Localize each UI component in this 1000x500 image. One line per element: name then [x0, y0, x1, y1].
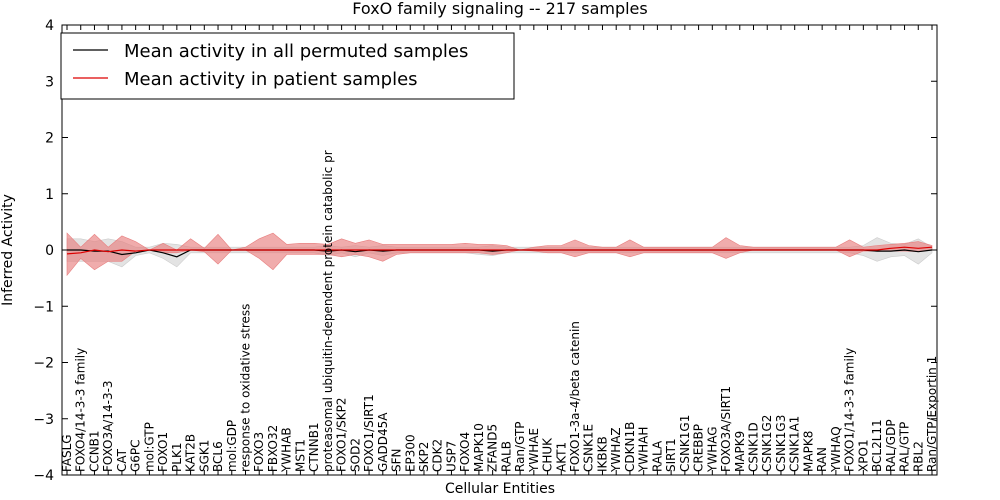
- x-tick-label: RBL2: [911, 441, 925, 472]
- x-tick-label: CSNK1E: [582, 424, 596, 472]
- y-tick-label: 2: [45, 131, 54, 147]
- x-tick-label: mol:GTP: [142, 422, 156, 472]
- x-tick-label: YWHAQ: [829, 426, 843, 473]
- y-tick-label: −3: [33, 412, 54, 428]
- x-tick-label: SOD2: [348, 438, 362, 472]
- x-tick-label: BCL2L11: [870, 419, 884, 472]
- x-tick-label: IKBKB: [596, 436, 610, 472]
- y-axis-label: Inferred Activity: [0, 194, 16, 306]
- legend-box: [60, 32, 515, 100]
- x-tick-label: FBXO32: [266, 425, 280, 472]
- x-tick-label: FOXO4/14-3-3 family: [74, 348, 88, 472]
- y-tick-label: −1: [33, 299, 54, 315]
- x-tick-label: CSNK1D: [747, 422, 761, 472]
- x-tick-label: RALB: [499, 441, 513, 472]
- activity-lines: [66, 246, 933, 258]
- legend-label-permuted: Mean activity in all permuted samples: [124, 41, 468, 62]
- x-tick-label: USP7: [444, 441, 458, 472]
- chart-title: FoxO family signaling -- 217 samples: [352, 0, 647, 18]
- x-tick-label: AKT1: [554, 442, 568, 472]
- y-axis-ticks: −4 −3 −2 −1 0 1 2 3 4: [33, 18, 937, 484]
- x-tick-label: YWHAB: [280, 427, 294, 473]
- x-tick-label: RALA: [650, 440, 664, 472]
- x-tick-label: SGK1: [197, 440, 211, 472]
- x-tick-label: FOXO1/SIRT1: [362, 394, 376, 472]
- x-tick-label: GADD45A: [376, 412, 390, 472]
- x-axis-tick-labels: FASLG FOXO4/14-3-3 family CCNB1 FOXO3A/14-3…: [60, 150, 939, 473]
- y-tick-label: 1: [45, 187, 54, 203]
- x-tick-label: YWHAE: [527, 428, 541, 473]
- x-tick-label: FOXO3: [252, 432, 266, 472]
- x-tick-label: CDKN1B: [623, 422, 637, 472]
- x-tick-label: Ran/GTP/Exportin 1: [925, 356, 939, 472]
- x-tick-label: RAL/GDP: [884, 419, 898, 472]
- x-tick-label: YWHAG: [705, 426, 719, 473]
- x-tick-label: YWHAH: [637, 427, 651, 473]
- x-tick-label: CDK2: [431, 439, 445, 472]
- x-tick-label: proteasomal ubiquitin-dependent protein …: [321, 150, 335, 472]
- x-tick-label: Ran/GTP: [513, 421, 527, 472]
- activity-bands: [66, 232, 933, 277]
- legend-label-patient: Mean activity in patient samples: [124, 69, 418, 90]
- x-tick-label: RAN: [815, 447, 829, 472]
- y-tick-label: 3: [45, 74, 54, 90]
- x-tick-label: PLK1: [170, 443, 184, 472]
- x-tick-label: CTNNB1: [307, 422, 321, 472]
- x-tick-label: YWHAZ: [609, 427, 623, 473]
- line-series-1: [66, 246, 933, 255]
- y-tick-label: 0: [45, 243, 54, 259]
- legend: Mean activity in all permuted samples Me…: [60, 32, 515, 100]
- x-tick-label: FOXO1: [156, 432, 170, 472]
- y-tick-label: −2: [33, 356, 54, 372]
- x-tick-label: MAPK9: [733, 431, 747, 472]
- x-tick-label: mol:GDP: [225, 420, 239, 472]
- x-tick-label: FASLG: [60, 434, 74, 472]
- x-tick-label: FOXO1/SKP2: [335, 397, 349, 472]
- x-tick-label: XPO1: [856, 439, 870, 472]
- x-tick-label: FOXO3A/14-3-3: [101, 380, 115, 472]
- x-tick-label: FOXO4: [458, 432, 472, 472]
- x-tick-label: MST1: [293, 439, 307, 472]
- x-tick-label: CSNK1A1: [788, 416, 802, 472]
- x-tick-label: FOXO1-3a-4/beta catenin: [568, 321, 582, 472]
- x-tick-label: CREBBP: [692, 424, 706, 472]
- x-tick-label: FOXO3A/SIRT1: [719, 386, 733, 472]
- x-tick-label: SKP2: [417, 442, 431, 472]
- x-tick-label: MAPK10: [472, 423, 486, 472]
- x-tick-label: CHUK: [541, 437, 555, 472]
- x-tick-label: EP300: [403, 434, 417, 472]
- x-axis-ticks: [66, 25, 933, 475]
- x-tick-label: SFN: [390, 448, 404, 472]
- x-tick-label: CCNB1: [88, 430, 102, 472]
- x-tick-label: CAT: [115, 448, 129, 472]
- x-tick-label: SIRT1: [664, 438, 678, 472]
- x-tick-label: CSNK1G1: [678, 415, 692, 472]
- x-tick-label: CSNK1G2: [760, 415, 774, 472]
- x-tick-label: G6PC: [129, 439, 143, 472]
- x-tick-label: RAL/GTP: [898, 422, 912, 472]
- x-tick-label: KAT2B: [184, 434, 198, 472]
- x-tick-label: MAPK8: [801, 431, 815, 472]
- x-tick-label: BCL6: [211, 441, 225, 472]
- x-tick-label: CSNK1G3: [774, 415, 788, 472]
- x-tick-label: ZFAND5: [486, 424, 500, 472]
- x-axis-label: Cellular Entities: [445, 481, 555, 497]
- y-tick-label: −4: [33, 468, 54, 484]
- x-tick-label: FOXO1/14-3-3 family: [843, 348, 857, 472]
- y-tick-label: 4: [45, 18, 54, 34]
- x-tick-label: response to oxidative stress: [239, 304, 253, 472]
